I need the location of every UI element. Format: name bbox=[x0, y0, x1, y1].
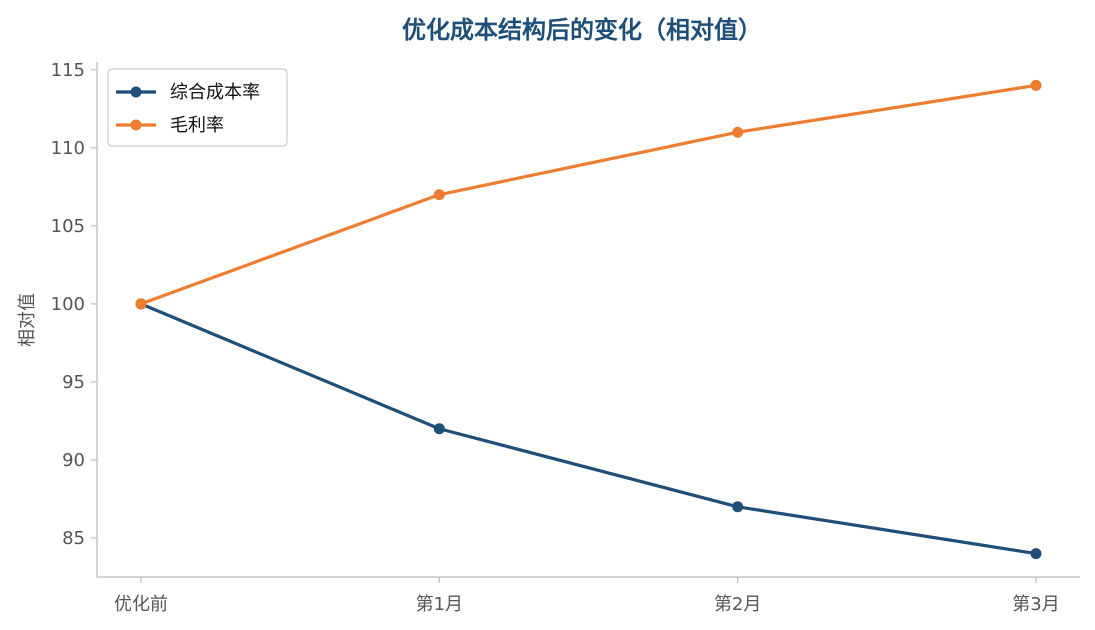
y-axis-label: 相对值 bbox=[17, 293, 38, 347]
y-tick-label: 115 bbox=[51, 60, 85, 81]
x-tick-label: 第3月 bbox=[1012, 594, 1059, 615]
chart-title: 优化成本结构后的变化（相对值） bbox=[402, 16, 762, 44]
y-tick-label: 95 bbox=[62, 372, 85, 393]
x-tick-label: 第2月 bbox=[714, 594, 761, 615]
y-tick-label: 105 bbox=[51, 216, 85, 237]
legend-box bbox=[107, 68, 288, 147]
x-ticks: 优化前 第1月 第2月 第3月 bbox=[114, 577, 1060, 615]
x-tick-label: 第1月 bbox=[416, 594, 463, 615]
data-point bbox=[135, 298, 147, 310]
x-tick-label: 优化前 bbox=[114, 594, 168, 615]
data-point bbox=[1030, 79, 1042, 91]
series-line-2 bbox=[139, 83, 1038, 306]
data-point bbox=[732, 501, 744, 513]
series-layer bbox=[135, 79, 1042, 560]
data-point bbox=[433, 423, 445, 435]
y-ticks: 85 90 95 100 105 110 115 bbox=[51, 60, 97, 549]
series-line-1 bbox=[139, 302, 1038, 556]
legend-swatch-marker bbox=[130, 119, 142, 131]
y-tick-label: 110 bbox=[51, 138, 85, 159]
legend-swatch-marker bbox=[130, 86, 142, 98]
legend-label: 综合成本率 bbox=[170, 82, 260, 103]
legend-label: 毛利率 bbox=[170, 115, 224, 136]
data-point bbox=[433, 189, 445, 201]
y-tick-label: 90 bbox=[62, 450, 85, 471]
y-tick-label: 85 bbox=[62, 528, 85, 549]
data-point bbox=[732, 126, 744, 138]
data-point bbox=[1030, 548, 1042, 560]
y-tick-label: 100 bbox=[51, 294, 85, 315]
